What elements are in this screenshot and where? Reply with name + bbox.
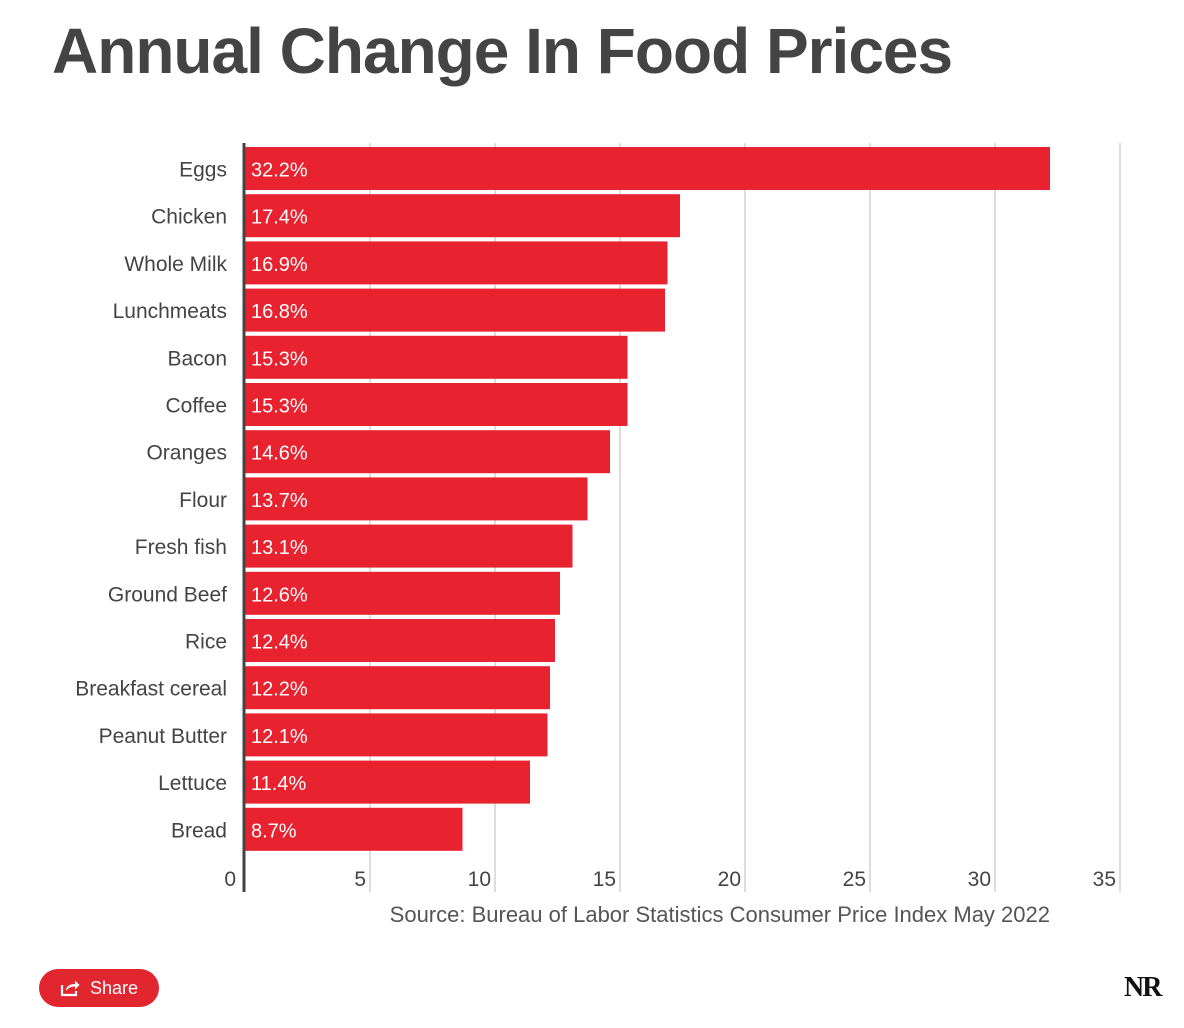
source-note: Source: Bureau of Labor Statistics Consu… xyxy=(389,902,1050,927)
value-label: 32.2% xyxy=(251,160,308,182)
x-tick-label: 25 xyxy=(843,868,866,891)
bar xyxy=(245,430,610,474)
bar xyxy=(245,241,668,285)
value-label: 14.6% xyxy=(251,443,308,465)
share-icon xyxy=(60,980,80,997)
bar xyxy=(245,288,665,332)
x-tick-label: 35 xyxy=(1093,868,1116,891)
bar xyxy=(245,147,1050,190)
bar xyxy=(245,760,530,804)
bar xyxy=(245,524,573,568)
category-label: Eggs xyxy=(179,159,227,182)
category-label: Whole Milk xyxy=(124,253,227,276)
x-tick-label: 0 xyxy=(224,868,236,891)
bar xyxy=(245,194,680,238)
share-label: Share xyxy=(89,977,139,998)
value-label: 15.3% xyxy=(251,348,308,370)
category-label: Rice xyxy=(185,631,227,654)
x-tick-label: 10 xyxy=(468,868,491,891)
category-label: Fresh fish xyxy=(135,536,227,559)
category-label: Flour xyxy=(179,489,227,512)
value-label: 8.7% xyxy=(251,820,297,842)
x-tick-label: 20 xyxy=(718,868,741,891)
bar xyxy=(245,335,628,379)
value-label: 11.4% xyxy=(251,773,306,795)
category-label: Bacon xyxy=(167,347,227,370)
bar xyxy=(245,477,588,521)
nr-logo: NR xyxy=(1124,972,1162,1003)
x-tick-label: 30 xyxy=(968,868,991,891)
category-label: Chicken xyxy=(151,206,227,229)
value-label: 12.2% xyxy=(251,679,308,701)
category-label: Lunchmeats xyxy=(113,300,227,323)
share-button[interactable]: Share xyxy=(39,969,159,1007)
bar xyxy=(245,383,628,426)
bar xyxy=(245,619,555,662)
value-label: 13.1% xyxy=(251,537,308,559)
category-label: Oranges xyxy=(146,442,227,465)
value-label: 16.9% xyxy=(251,254,308,276)
value-label: 12.6% xyxy=(251,584,308,606)
x-tick-label: 15 xyxy=(593,868,616,891)
value-label: 15.3% xyxy=(251,396,308,418)
bar xyxy=(245,713,548,757)
category-label: Lettuce xyxy=(158,772,227,795)
category-label: Coffee xyxy=(166,395,228,418)
category-label: Peanut Butter xyxy=(99,725,227,748)
bar xyxy=(245,666,550,710)
value-label: 17.4% xyxy=(251,207,308,229)
category-label: Ground Beef xyxy=(108,583,227,606)
bar xyxy=(245,571,560,615)
value-label: 12.1% xyxy=(251,726,308,748)
value-label: 13.7% xyxy=(251,490,308,512)
value-label: 16.8% xyxy=(251,301,308,323)
bar xyxy=(245,807,463,851)
value-label: 12.4% xyxy=(251,632,308,654)
x-tick-label: 5 xyxy=(354,868,366,891)
category-label: Breakfast cereal xyxy=(75,678,227,701)
category-label: Bread xyxy=(171,819,227,842)
chart-title: Annual Change In Food Prices xyxy=(52,15,953,87)
